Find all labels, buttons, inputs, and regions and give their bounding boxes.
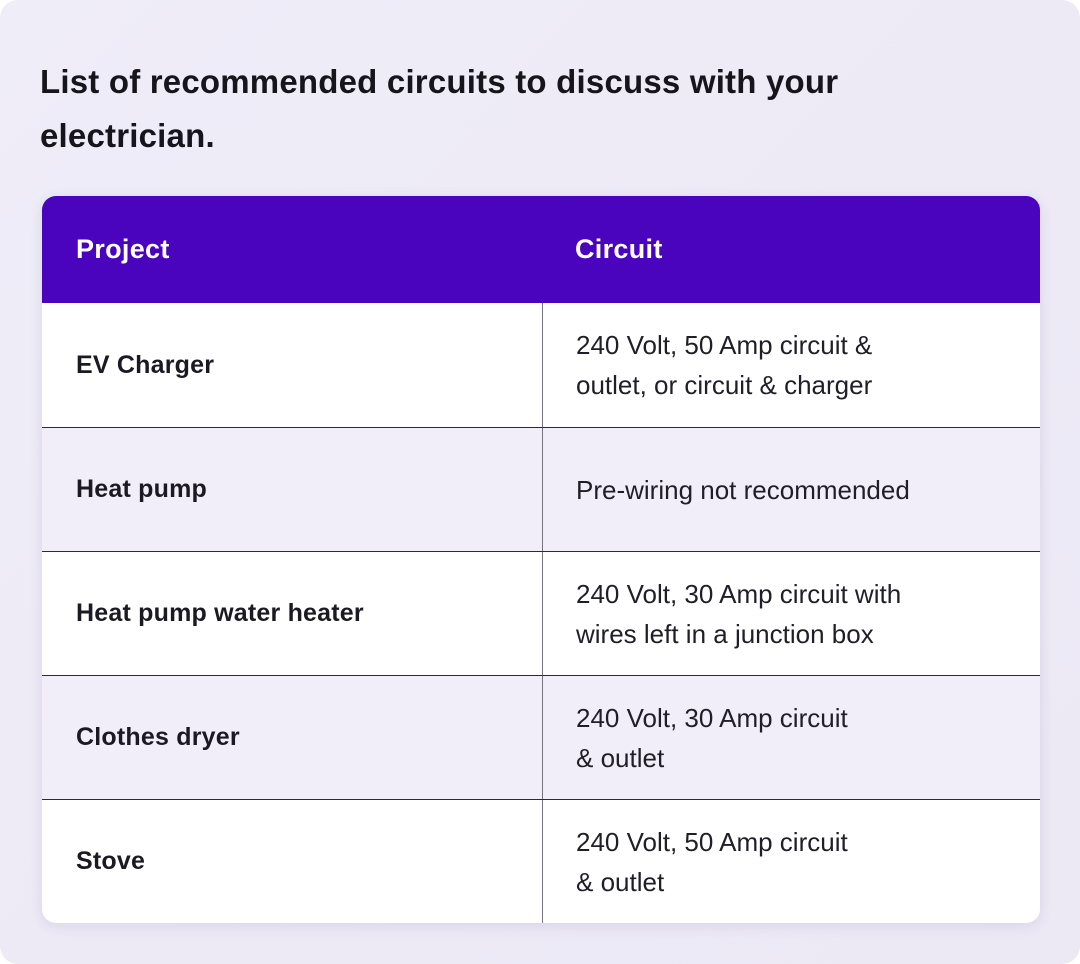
project-label: Heat pump water heater <box>76 599 364 627</box>
table-row-stove: Stove 240 Volt, 50 Amp circuit & outlet <box>42 799 1040 923</box>
table-row-ev-charger: EV Charger 240 Volt, 50 Amp circuit & ou… <box>42 303 1040 427</box>
cell-circuit: 240 Volt, 30 Amp circuit with wires left… <box>542 552 1040 675</box>
project-label: Clothes dryer <box>76 723 240 751</box>
cell-circuit: Pre-wiring not recommended <box>542 428 1040 551</box>
project-label: EV Charger <box>76 350 215 379</box>
page-title: List of recommended circuits to discuss … <box>40 63 839 154</box>
circuit-value: Pre-wiring not recommended <box>576 474 910 505</box>
circuit-value: 240 Volt, 30 Amp circuit with wires left… <box>576 578 902 649</box>
project-label: Stove <box>76 847 146 875</box>
column-header-circuit: Circuit <box>575 234 663 264</box>
cell-project: Clothes dryer <box>42 676 542 799</box>
table-row-heat-pump: Heat pump Pre-wiring not recommended <box>42 427 1040 551</box>
cell-project: EV Charger <box>42 303 542 427</box>
table-row-clothes-dryer: Clothes dryer 240 Volt, 30 Amp circuit &… <box>42 675 1040 799</box>
cell-circuit: 240 Volt, 50 Amp circuit & outlet <box>542 800 1040 923</box>
circuit-value: 240 Volt, 50 Amp circuit & outlet <box>576 826 848 897</box>
table-header-row: Project Circuit <box>42 196 1040 303</box>
header-cell-project: Project <box>42 234 542 265</box>
column-header-project: Project <box>76 234 170 264</box>
table-row-heat-pump-water-heater: Heat pump water heater 240 Volt, 30 Amp … <box>42 551 1040 675</box>
project-label: Heat pump <box>76 475 207 503</box>
circuit-value: 240 Volt, 50 Amp circuit & outlet, or ci… <box>576 330 873 400</box>
cell-project: Heat pump <box>42 428 542 551</box>
cell-circuit: 240 Volt, 50 Amp circuit & outlet, or ci… <box>542 303 1040 427</box>
cell-circuit: 240 Volt, 30 Amp circuit & outlet <box>542 676 1040 799</box>
cell-project: Heat pump water heater <box>42 552 542 675</box>
recommended-circuits-table: Project Circuit EV Charger 240 Volt, 50 … <box>42 196 1040 923</box>
header-cell-circuit: Circuit <box>542 234 1040 265</box>
cell-project: Stove <box>42 800 542 923</box>
circuit-value: 240 Volt, 30 Amp circuit & outlet <box>576 702 848 773</box>
